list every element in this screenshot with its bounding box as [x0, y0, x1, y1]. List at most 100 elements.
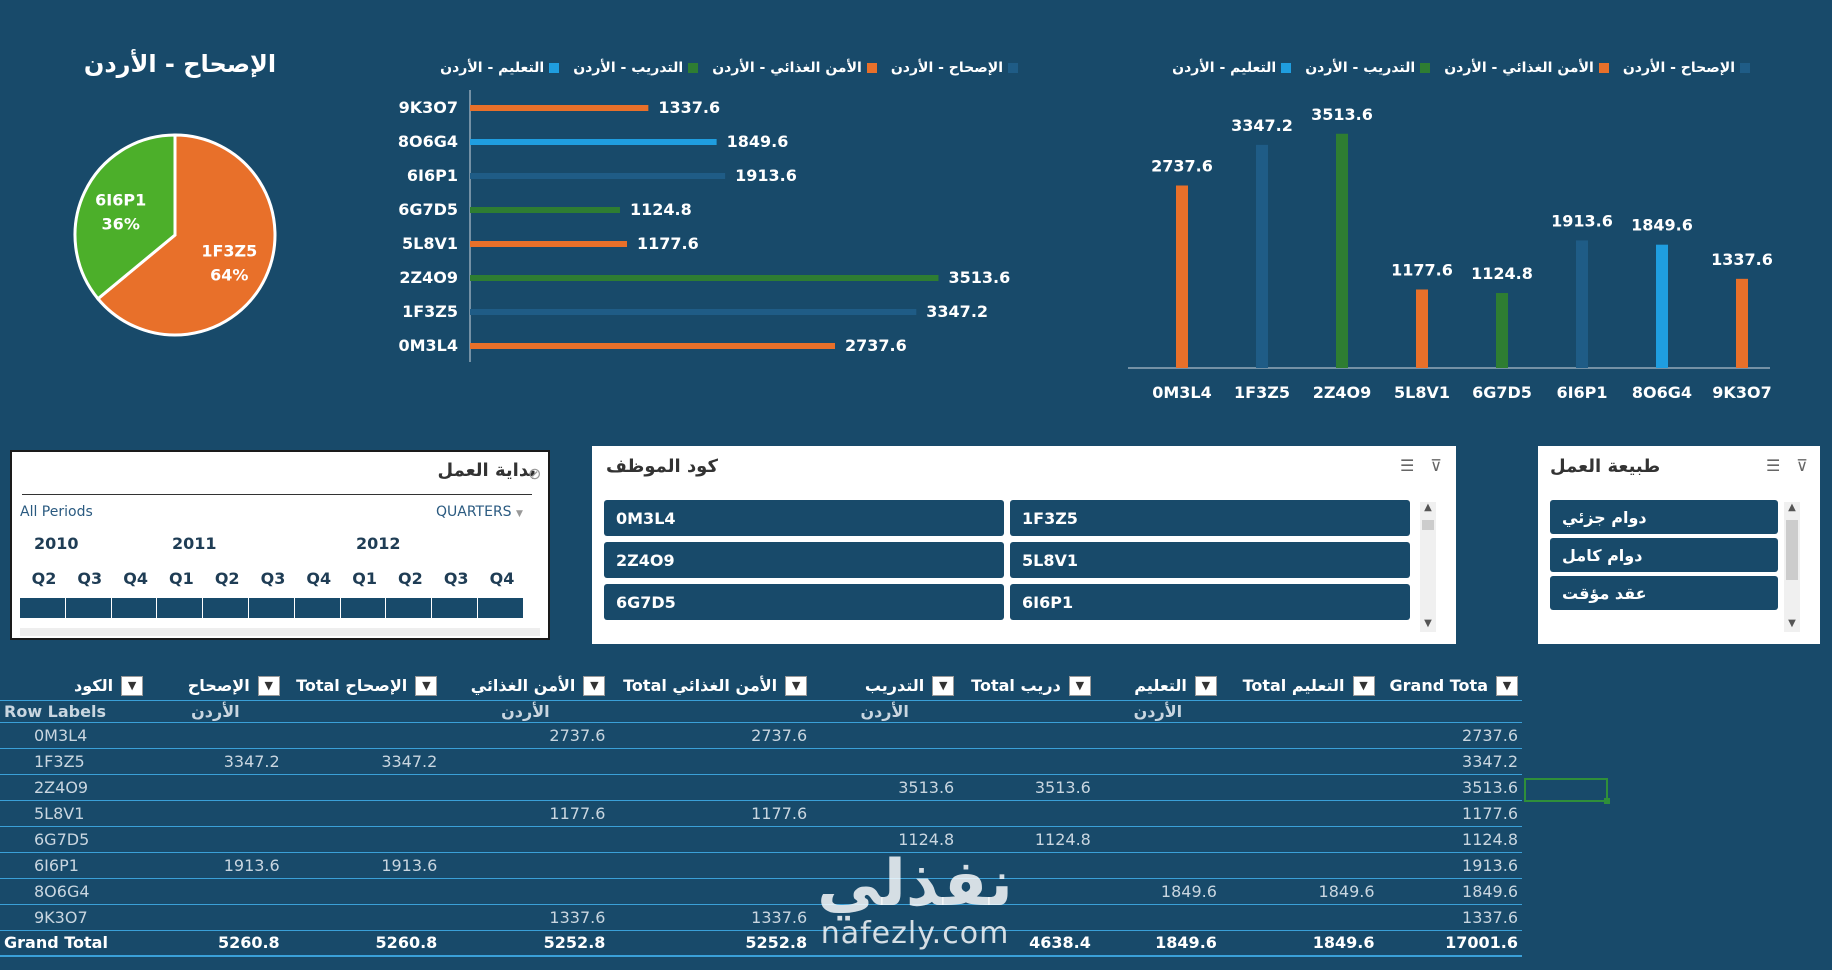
timeline-quarter[interactable]: Q4 — [123, 569, 148, 588]
slicer-type-item[interactable]: عقد مؤقت — [1550, 576, 1778, 610]
slicer-type-item[interactable]: دوام جزئي — [1550, 500, 1778, 534]
slicer-code-item[interactable]: 0M3L4 — [604, 500, 1004, 536]
slicer-employee-code[interactable]: كود الموظف ☰ ⊽ 0M3L4 1F3Z5 2Z4O9 5L8V1 6G7D5… — [592, 446, 1456, 644]
slicer-code-item[interactable]: 5L8V1 — [1010, 542, 1410, 578]
timeline-quarter[interactable]: Q3 — [77, 569, 103, 588]
slicer-type-scrollbar[interactable]: ▲ ▼ — [1784, 502, 1800, 632]
timeline-period-bar[interactable] — [111, 598, 158, 618]
filter-dropdown-icon[interactable]: ▼ — [121, 675, 144, 696]
column-header[interactable]: Total التعليم ▼ — [1220, 672, 1379, 701]
clear-filter-icon[interactable]: ⊽ — [1430, 456, 1442, 475]
table-cell — [283, 878, 442, 905]
bar — [1736, 278, 1748, 368]
slicer-work-type[interactable]: طبيعة العمل ☰ ⊽ دوام جزئي دوام كامل عقد مؤ… — [1538, 446, 1820, 644]
timeline-quarter[interactable]: Q3 — [260, 569, 286, 588]
scroll-down-icon[interactable]: ▼ — [1424, 618, 1432, 629]
table-row: 9K3O7 1337.6 1337.6 1337.6 — [0, 904, 1522, 931]
filter-dropdown-icon[interactable]: ▼ — [1352, 675, 1375, 696]
table-cell: 1337.6 — [609, 904, 812, 931]
slicer-code-item[interactable]: 6G7D5 — [604, 584, 1004, 620]
timeline-period-bar[interactable] — [157, 598, 204, 618]
timeline-period-bar[interactable] — [294, 598, 341, 618]
timeline-quarter[interactable]: Q4 — [489, 569, 515, 588]
column-header[interactable]: Total دريب ▼ — [958, 672, 1095, 701]
filter-dropdown-icon[interactable]: ▼ — [415, 675, 438, 696]
scroll-down-icon[interactable]: ▼ — [1788, 618, 1796, 629]
multi-select-icon[interactable]: ☰ — [1765, 456, 1781, 475]
column-header[interactable]: Total الإصحاح ▼ — [283, 672, 442, 701]
column-header[interactable]: Grand Tota ▼ — [1378, 672, 1522, 701]
timeline-quarter[interactable]: Q4 — [306, 569, 332, 588]
filter-dropdown-icon[interactable]: ▼ — [257, 675, 280, 696]
slicer-code-item[interactable]: 1F3Z5 — [1010, 500, 1410, 536]
table-cell — [958, 852, 1095, 879]
scroll-thumb[interactable] — [1422, 520, 1434, 530]
timeline-quarter[interactable]: Q1 — [169, 569, 194, 588]
selected-cell[interactable] — [1524, 778, 1608, 802]
category-tick-label: 9K3O7 — [1712, 383, 1771, 402]
time-level-dropdown[interactable]: QUARTERS ▼ — [436, 504, 523, 520]
timeline-period-bar[interactable] — [20, 598, 66, 618]
table-cell: 2737.6 — [1378, 722, 1522, 749]
category-tick-label: 1F3Z5 — [1234, 383, 1290, 402]
category-tick-label: 8O6G4 — [1632, 383, 1692, 402]
timeline-period-bar[interactable] — [386, 598, 433, 618]
watermark-latin: nafezly.com — [820, 916, 1010, 951]
total-cell — [811, 930, 959, 957]
table-cell — [811, 904, 959, 931]
timeline-quarter[interactable]: Q3 — [443, 569, 469, 588]
clear-filter-icon[interactable]: ⊘ — [528, 464, 542, 483]
bar — [470, 309, 917, 315]
table-cell — [147, 800, 284, 827]
column-header[interactable]: الكود ▼ — [0, 672, 148, 701]
table-row: 6I6P1 1913.6 1913.6 1913.6 — [0, 852, 1522, 879]
timeline-start-date[interactable]: بداية العمل ⊘ All Periods QUARTERS ▼ 201… — [10, 450, 550, 640]
pie-slice-percent: 36% — [102, 214, 140, 233]
timeline-period-bar[interactable] — [249, 598, 295, 618]
table-cell — [147, 774, 284, 801]
filter-dropdown-icon[interactable]: ▼ — [1068, 675, 1091, 696]
column-header[interactable]: الإصحاح ▼ — [147, 672, 284, 701]
timeline-period-bar[interactable] — [203, 598, 249, 618]
filter-dropdown-icon[interactable]: ▼ — [1496, 675, 1518, 696]
slicer-code-item[interactable]: 6I6P1 — [1010, 584, 1410, 620]
filter-dropdown-icon[interactable]: ▼ — [932, 675, 955, 696]
bar — [1256, 144, 1268, 368]
scroll-up-icon[interactable]: ▲ — [1424, 502, 1432, 513]
timeline-quarter[interactable]: Q1 — [352, 569, 377, 588]
column-header[interactable]: الأمن الغذائي ▼ — [441, 672, 610, 701]
timeline-quarter[interactable]: Q2 — [31, 569, 57, 588]
timeline-quarter[interactable]: Q2 — [398, 569, 423, 588]
timeline-period-bar[interactable] — [432, 598, 478, 618]
data-label: 1913.6 — [735, 166, 797, 185]
filter-dropdown-icon[interactable]: ▼ — [785, 675, 808, 696]
timeline-period-bar[interactable] — [478, 598, 524, 618]
column-header[interactable]: التدريب ▼ — [811, 672, 959, 701]
table-row: 6G7D5 1124.8 1124.8 1124.8 — [0, 826, 1522, 853]
table-cell: 3513.6 — [1378, 774, 1522, 801]
scroll-thumb[interactable] — [1786, 520, 1798, 580]
filter-dropdown-icon[interactable]: ▼ — [1194, 675, 1217, 696]
table-cell — [441, 826, 610, 853]
filter-dropdown-icon[interactable]: ▼ — [583, 675, 606, 696]
bar — [1656, 244, 1668, 368]
bar — [470, 207, 620, 213]
slicer-type-item[interactable]: دوام كامل — [1550, 538, 1778, 572]
column-header[interactable]: التعليم ▼ — [1094, 672, 1221, 701]
pie-slice-label: 6I6P1 — [95, 190, 146, 209]
timeline-scrollbar[interactable] — [20, 628, 540, 636]
timeline-quarter[interactable]: Q2 — [214, 569, 240, 588]
bar — [470, 139, 717, 145]
row-label: 5L8V1 — [0, 800, 148, 827]
timeline-period-bar[interactable] — [340, 598, 387, 618]
sub-header-cell — [283, 700, 442, 723]
column-header[interactable]: Total الأمن الغذائي ▼ — [609, 672, 812, 701]
timeline-period-bar[interactable] — [65, 598, 112, 618]
clear-filter-icon[interactable]: ⊽ — [1796, 456, 1808, 475]
table-cell — [1094, 904, 1221, 931]
slicer-code-scrollbar[interactable]: ▲ ▼ — [1420, 502, 1436, 632]
fill-handle[interactable] — [1604, 798, 1610, 804]
multi-select-icon[interactable]: ☰ — [1399, 456, 1415, 475]
scroll-up-icon[interactable]: ▲ — [1788, 502, 1796, 513]
slicer-code-item[interactable]: 2Z4O9 — [604, 542, 1004, 578]
